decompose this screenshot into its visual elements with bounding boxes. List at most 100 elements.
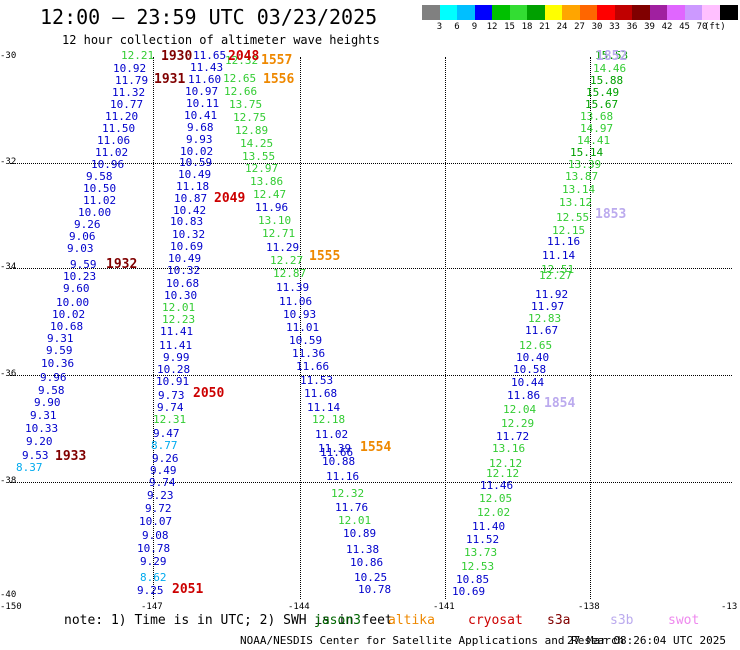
colorbar-swatch [562,5,580,20]
wave-height-label: 11.43 [190,61,224,74]
wave-height-label: 12.51 [541,263,575,276]
wave-height-label: 11.76 [335,501,369,514]
wave-height-label: 10.50 [83,182,117,195]
pass-time-label: 2048 [228,49,260,64]
latitude-tick-label: -40 [0,590,17,600]
pass-time-label: 1930 [161,49,193,64]
wave-height-label: 15.67 [585,98,619,111]
wave-height-label: 9.74 [157,401,184,414]
wave-height-label: 9.20 [26,435,53,448]
latitude-tick-label: -30 [0,51,17,61]
latitude-tick-label: -36 [0,369,17,379]
colorbar-swatch [614,5,633,20]
colorbar-label: 27 [574,22,585,32]
satellite-legend-altika: altika [388,613,435,628]
wave-height-label: 9.47 [153,427,180,440]
wave-height-label: 11.66 [320,446,354,459]
colorbar-swatch [544,5,563,20]
wave-height-label: 10.68 [50,320,84,333]
wave-height-label: 9.60 [63,282,90,295]
wave-height-label: 10.42 [173,204,207,217]
wave-height-label: 9.68 [187,121,214,134]
wave-height-label: 9.96 [40,371,67,384]
pass-time-label: 2050 [193,386,225,401]
wave-height-label: 15.49 [586,86,620,99]
wave-height-label: 10.40 [516,351,550,364]
wave-height-label: 11.39 [318,442,352,455]
wave-height-label: 10.23 [63,270,97,283]
colorbar-label: 3 [436,22,443,32]
wave-height-label: 10.07 [139,515,173,528]
latitude-tick-label: -32 [0,157,17,167]
pass-time-label: 1555 [309,249,341,264]
wave-height-label: 10.30 [164,289,198,302]
colorbar-label: 42 [661,22,673,32]
wave-height-label: 12.27 [539,269,573,282]
wave-height-label: 10.78 [358,583,392,596]
wave-height-label: 10.11 [186,97,220,110]
wave-height-label: 11.52 [466,533,500,546]
colorbar-swatch [649,5,668,20]
wave-height-label: 12.53 [461,560,495,573]
wave-height-label: 12.47 [253,188,287,201]
wave-height-label: 13.14 [562,183,596,196]
wave-height-label: 15.14 [570,146,604,159]
colorbar-swatch [667,5,685,20]
wave-height-label: 12.32 [331,487,365,500]
wave-height-label: 10.25 [354,571,388,584]
wave-height-label: 11.02 [83,194,117,207]
wave-height-label: 12.21 [121,49,155,62]
wave-height-label: 11.14 [542,249,576,262]
grid-line-parallel [10,268,732,269]
wave-height-label: 11.92 [535,288,569,301]
colorbar-swatch [492,5,510,20]
wave-height-label: 8.62 [140,571,167,584]
wave-height-label: 10.36 [41,357,75,370]
wave-height-label: 12.05 [479,492,513,505]
wave-height-label: 9.74 [149,476,176,489]
colorbar-label: 15 [504,22,515,32]
wave-height-label: 13.68 [580,110,614,123]
wave-height-label: 15.88 [590,74,624,87]
wave-height-label: 13.73 [464,546,498,559]
wave-height-label: 12.02 [477,506,511,519]
wave-height-label: 10.68 [166,277,200,290]
wave-height-label: 9.29 [140,555,167,568]
wave-height-label: 10.91 [156,375,190,388]
pass-time-label: 1933 [55,449,87,464]
wave-height-label: 11.02 [315,428,349,441]
wave-height-label: 9.49 [150,464,177,477]
pass-time-label: 1932 [106,257,138,272]
pass-time-label: 2049 [214,191,246,206]
wave-height-label: 9.73 [158,389,185,402]
wave-height-label: 9.72 [145,502,172,515]
wave-height-label: 9.26 [74,218,101,231]
pass-time-label: 1853 [595,207,627,222]
wave-height-label: 11.01 [286,321,320,334]
credit-line: NOAA/NESDIS Center for Satellite Applica… [240,634,625,647]
colorbar-swatch [597,5,615,20]
map-title: 12:00 – 23:59 UTC 03/23/2025 [40,5,378,29]
wave-height-label: 12.12 [489,457,523,470]
wave-height-label: 9.06 [69,230,96,243]
pass-time-label: 1931 [154,72,186,87]
wave-height-label: 13.16 [492,442,526,455]
latitude-tick-label: -38 [0,476,17,486]
wave-height-label: 11.53 [300,374,334,387]
wave-height-label: 13.75 [229,98,263,111]
wave-height-label: 11.60 [188,73,222,86]
wave-height-label: 10.77 [110,98,144,111]
wave-height-label: 12.29 [501,417,535,430]
wave-height-label: 10.02 [180,145,214,158]
pass-time-label: 1554 [360,440,392,455]
wave-height-label: 10.28 [157,363,191,376]
colorbar-label: 70 [696,22,708,32]
wave-height-label: 14.41 [577,134,611,147]
wave-height-label: 10.33 [25,422,59,435]
wave-height-label: 12.23 [162,313,196,326]
generated-timestamp: 27 Mar 08:26:04 UTC 2025 [567,634,726,647]
grid-line-parallel [10,163,732,164]
wave-height-label: 12.71 [262,227,296,240]
wave-height-label: 9.90 [34,396,61,409]
wave-height-label: 13.55 [242,150,276,163]
